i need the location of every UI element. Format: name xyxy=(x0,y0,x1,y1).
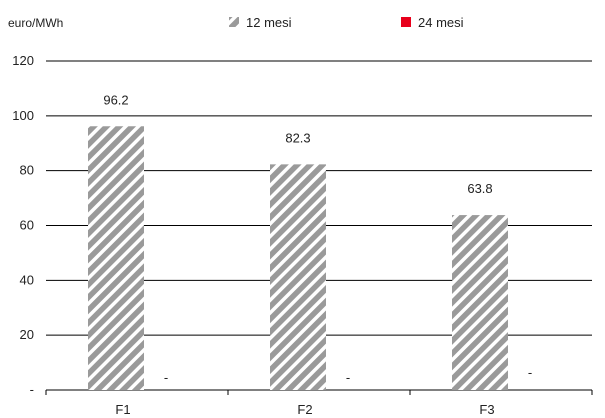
y-tick-label: 120 xyxy=(12,53,34,68)
data-label-12-mesi: 82.3 xyxy=(285,130,310,145)
legend-swatch-12-mesi xyxy=(229,17,239,27)
legend-label-12-mesi: 12 mesi xyxy=(246,15,292,30)
bars xyxy=(88,126,508,391)
bar-12-mesi-f3 xyxy=(452,215,508,390)
x-tick-label: F1 xyxy=(115,402,130,417)
data-label-12-mesi: 96.2 xyxy=(103,92,128,107)
data-label-24-mesi: - xyxy=(528,365,532,380)
legend: 12 mesi 24 mesi xyxy=(229,15,464,30)
y-tick-label: 100 xyxy=(12,108,34,123)
legend-item-12-mesi: 12 mesi xyxy=(229,15,292,30)
data-label-12-mesi: 63.8 xyxy=(467,181,492,196)
data-label-24-mesi: - xyxy=(346,370,350,385)
bar-12-mesi-f2 xyxy=(270,164,326,390)
legend-label-24-mesi: 24 mesi xyxy=(418,15,464,30)
y-axis-ticks: - 20 40 60 80 100 120 xyxy=(12,53,34,397)
x-axis-ticks: F1 F2 F3 xyxy=(45,390,593,417)
data-label-24-mesi: - xyxy=(164,370,168,385)
bar-12-mesi-f1 xyxy=(88,126,144,391)
y-tick-label: 80 xyxy=(20,163,34,178)
y-axis-label: euro/MWh xyxy=(8,16,63,30)
y-tick-label: - xyxy=(30,382,34,397)
y-tick-label: 60 xyxy=(20,218,34,233)
legend-item-24-mesi: 24 mesi xyxy=(401,15,464,30)
y-tick-label: 40 xyxy=(20,272,34,287)
x-tick-label: F3 xyxy=(479,402,494,417)
x-tick-label: F2 xyxy=(297,402,312,417)
y-tick-label: 20 xyxy=(20,327,34,342)
legend-swatch-24-mesi xyxy=(401,17,411,27)
data-labels: 96.2 - 82.3 - 63.8 - xyxy=(103,92,532,385)
